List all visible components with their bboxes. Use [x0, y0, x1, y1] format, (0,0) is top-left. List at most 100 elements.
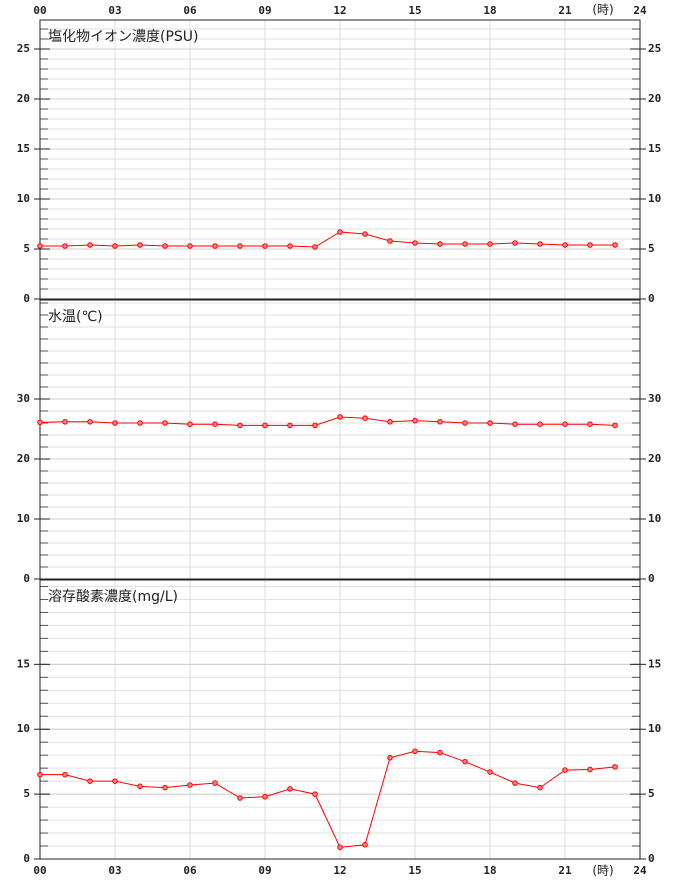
data-point	[462, 758, 468, 765]
data-point	[512, 421, 518, 428]
data-point	[212, 421, 218, 428]
data-point	[587, 766, 593, 773]
data-point	[512, 240, 518, 246]
data-point	[462, 420, 468, 426]
x-tick-label: 00	[33, 864, 46, 877]
data-point	[612, 422, 618, 429]
data-point	[112, 778, 118, 784]
x-tick-label: 21	[558, 864, 572, 877]
y-tick-label: 25	[648, 42, 661, 55]
data-point	[187, 782, 193, 788]
y-tick-label: 0	[648, 572, 655, 585]
data-point	[487, 769, 493, 775]
y-tick-label: 10	[648, 192, 661, 205]
y-tick-label: 15	[17, 657, 30, 670]
data-point	[462, 241, 468, 247]
y-tick-label: 20	[17, 452, 30, 465]
data-point	[137, 420, 143, 426]
data-point	[412, 748, 418, 755]
x-tick-label: 24	[633, 4, 647, 17]
data-point	[387, 238, 393, 244]
data-point	[262, 793, 268, 800]
data-point	[437, 241, 443, 247]
data-point	[162, 784, 168, 791]
data-point	[187, 243, 193, 249]
data-point	[537, 241, 543, 247]
data-point	[262, 243, 268, 249]
data-point	[587, 242, 593, 248]
data-point	[312, 791, 318, 797]
x-axis-unit: (時)	[592, 864, 613, 878]
x-tick-label: 21	[558, 4, 572, 17]
data-point	[362, 231, 368, 237]
data-point	[487, 420, 493, 426]
y-tick-label: 10	[17, 192, 30, 205]
y-tick-label: 0	[648, 292, 655, 305]
panel-frame	[39, 19, 641, 300]
y-tick-label: 20	[17, 92, 30, 105]
data-point	[62, 243, 68, 249]
data-point	[237, 243, 243, 249]
data-point	[362, 841, 368, 848]
data-point	[412, 417, 418, 424]
x-tick-label: 09	[258, 864, 271, 877]
panel-title: 水温(℃)	[48, 309, 103, 325]
data-point	[387, 754, 393, 761]
data-point	[337, 844, 343, 851]
x-tick-label: 18	[483, 4, 496, 17]
data-point	[137, 783, 143, 790]
x-tick-label: 06	[183, 864, 197, 877]
y-tick-label: 5	[23, 242, 30, 255]
data-point	[562, 421, 568, 428]
data-point	[562, 242, 568, 248]
data-point	[237, 422, 243, 429]
y-tick-label: 5	[648, 787, 655, 800]
data-point	[212, 243, 218, 249]
data-point	[612, 764, 618, 770]
data-point	[437, 749, 443, 756]
data-point	[187, 421, 193, 428]
data-line	[40, 750, 616, 848]
x-tick-label: 03	[108, 4, 121, 17]
x-tick-label: 06	[183, 4, 197, 17]
y-tick-label: 5	[23, 787, 30, 800]
x-tick-label: 00	[33, 4, 46, 17]
data-point	[237, 795, 243, 801]
data-point	[512, 780, 518, 786]
data-point	[37, 419, 43, 426]
data-point	[537, 421, 543, 428]
y-tick-label: 20	[648, 452, 661, 465]
data-point	[287, 786, 293, 792]
y-tick-label: 0	[23, 572, 30, 585]
panel-title: 溶存酸素濃度(mg/L)	[48, 589, 178, 605]
x-tick-label: 03	[108, 864, 121, 877]
panel-frame	[39, 299, 641, 580]
data-point	[337, 229, 343, 235]
y-tick-label: 15	[648, 142, 661, 155]
x-tick-label: 12	[333, 864, 346, 877]
data-line	[39, 416, 616, 426]
data-point	[287, 422, 293, 429]
data-point	[137, 242, 143, 248]
data-point	[87, 419, 93, 425]
data-point	[362, 415, 368, 422]
data-point	[337, 414, 343, 420]
panel-title: 塩化物イオン濃度(PSU)	[48, 29, 199, 45]
y-tick-label: 10	[648, 512, 661, 525]
x-tick-label: 09	[258, 4, 271, 17]
data-point	[62, 419, 68, 425]
data-point	[87, 242, 93, 248]
data-point	[562, 767, 568, 773]
y-tick-label: 15	[648, 657, 661, 670]
data-point	[437, 419, 443, 425]
x-tick-label: 24	[633, 864, 647, 877]
x-tick-label: 15	[408, 864, 421, 877]
data-point	[37, 243, 43, 249]
y-tick-label: 15	[17, 142, 30, 155]
data-point	[87, 778, 93, 784]
data-point	[412, 240, 418, 246]
data-point	[587, 421, 593, 428]
y-tick-label: 30	[648, 392, 661, 405]
y-tick-label: 10	[17, 722, 30, 735]
